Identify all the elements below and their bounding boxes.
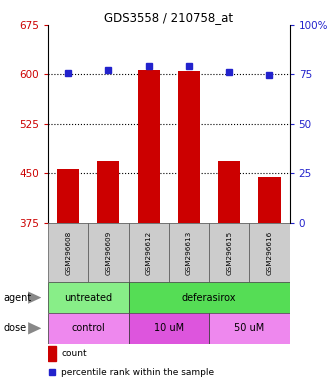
Text: 50 uM: 50 uM xyxy=(234,323,264,333)
Text: agent: agent xyxy=(3,293,31,303)
Bar xyxy=(128,313,209,344)
Text: 10 uM: 10 uM xyxy=(154,323,184,333)
Text: untreated: untreated xyxy=(64,293,112,303)
Bar xyxy=(249,223,290,282)
Bar xyxy=(209,313,290,344)
Bar xyxy=(48,346,57,361)
Bar xyxy=(48,313,128,344)
Text: GSM296615: GSM296615 xyxy=(226,230,232,275)
Text: GSM296612: GSM296612 xyxy=(146,230,152,275)
Bar xyxy=(48,282,128,313)
Text: GSM296608: GSM296608 xyxy=(65,230,71,275)
Bar xyxy=(48,223,88,282)
Bar xyxy=(128,282,290,313)
Bar xyxy=(97,161,119,223)
Bar xyxy=(169,223,209,282)
Text: GSM296609: GSM296609 xyxy=(105,230,112,275)
Bar xyxy=(209,223,249,282)
Polygon shape xyxy=(28,291,41,304)
Bar xyxy=(57,169,79,223)
Bar xyxy=(88,223,128,282)
Bar xyxy=(178,71,200,223)
Text: GSM296616: GSM296616 xyxy=(266,230,272,275)
Bar xyxy=(259,177,281,223)
Text: count: count xyxy=(61,349,87,358)
Text: GSM296613: GSM296613 xyxy=(186,230,192,275)
Text: dose: dose xyxy=(3,323,26,333)
Text: percentile rank within the sample: percentile rank within the sample xyxy=(61,368,214,377)
Bar xyxy=(138,70,160,223)
Bar xyxy=(128,223,169,282)
Title: GDS3558 / 210758_at: GDS3558 / 210758_at xyxy=(104,11,233,24)
Text: control: control xyxy=(71,323,105,333)
Polygon shape xyxy=(28,322,41,334)
Text: deferasirox: deferasirox xyxy=(182,293,236,303)
Bar xyxy=(218,161,240,223)
